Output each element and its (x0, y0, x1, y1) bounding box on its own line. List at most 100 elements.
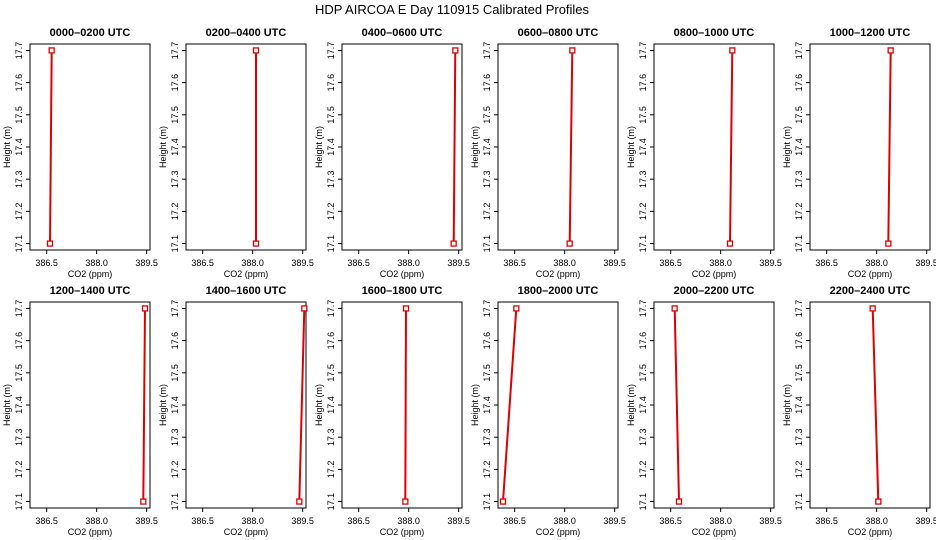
plot-frame (341, 301, 463, 509)
y-tick-label: 17.1 (170, 493, 180, 511)
y-tick-label: 17.7 (482, 300, 492, 318)
panel-title: 0000–0200 UTC (50, 27, 131, 39)
panel-9: 1600–1800 UTC 386.5 388.0 389.5 17.1 17.2 17.3… (314, 285, 470, 537)
y-axis-label: Height (m) (626, 384, 636, 426)
y-tick-label: 17.5 (14, 106, 24, 124)
x-axis-label: CO2 (ppm) (848, 269, 893, 279)
y-tick-label: 17.2 (794, 203, 804, 221)
x-tick-label: 386.5 (35, 516, 58, 526)
plot-frame (29, 43, 151, 251)
x-tick-label: 386.5 (35, 258, 58, 268)
y-tick-label: 17.3 (326, 170, 336, 188)
y-tick-label: 17.7 (794, 300, 804, 318)
y-tick-label: 17.6 (170, 332, 180, 350)
x-tick-label: 388.0 (241, 516, 264, 526)
plot-frame (809, 43, 931, 251)
y-tick-label: 17.7 (14, 300, 24, 318)
y-axis-label: Height (m) (2, 126, 12, 168)
figure-title: HDP AIRCOA E Day 110915 Calibrated Profi… (315, 2, 590, 17)
y-axis-label: Height (m) (314, 126, 324, 168)
profile-point (140, 498, 147, 505)
y-axis-label: Height (m) (158, 384, 168, 426)
profile-line (452, 50, 457, 244)
y-tick-label: 17.1 (14, 493, 24, 511)
x-tick-label: 388.0 (85, 516, 108, 526)
y-tick-label: 17.5 (170, 364, 180, 382)
y-tick-label: 17.3 (326, 428, 336, 446)
y-tick-label: 17.7 (638, 42, 648, 60)
y-tick-label: 17.1 (794, 493, 804, 511)
plot-frame (497, 43, 619, 251)
y-tick-label: 17.4 (638, 138, 648, 156)
y-tick-label: 17.3 (14, 170, 24, 188)
x-tick-label: 388.0 (865, 258, 888, 268)
y-tick-label: 17.4 (638, 396, 648, 414)
profile-point (296, 498, 303, 505)
y-tick-label: 17.3 (170, 428, 180, 446)
y-tick-label: 17.5 (14, 364, 24, 382)
y-tick-label: 17.3 (170, 170, 180, 188)
y-tick-label: 17.5 (170, 106, 180, 124)
profile-point (252, 240, 260, 247)
y-tick-label: 17.6 (14, 332, 24, 350)
profile-point (46, 240, 54, 247)
profile-point (887, 47, 894, 54)
profile-point (675, 498, 683, 505)
y-tick-label: 17.7 (326, 42, 336, 60)
y-tick-label: 17.6 (326, 74, 336, 92)
profile-point (566, 240, 573, 247)
profile-point (499, 498, 507, 505)
x-tick-label: 388.0 (397, 516, 420, 526)
y-tick-label: 17.6 (482, 74, 492, 92)
panel-title: 0400–0600 UTC (362, 27, 443, 39)
y-tick-label: 17.2 (482, 461, 492, 479)
y-tick-label: 17.2 (482, 203, 492, 221)
plot-frame (653, 301, 775, 509)
x-axis-label: CO2 (ppm) (380, 269, 425, 279)
profile-point (301, 305, 308, 312)
panel-10: 1800–2000 UTC 386.5 388.0 389.5 17.1 17.2 17.3… (470, 285, 626, 537)
x-tick-label: 388.0 (241, 258, 264, 268)
profile-point (569, 47, 576, 54)
plot-frame (185, 43, 307, 251)
panel-8: 1400–1600 UTC 386.5 388.0 389.5 17.1 17.2 17.3… (158, 285, 314, 537)
y-tick-label: 17.5 (482, 106, 492, 124)
profile-point (729, 47, 736, 54)
plot-frame (809, 301, 931, 509)
y-tick-label: 17.5 (794, 364, 804, 382)
x-tick-label: 389.5 (915, 258, 936, 268)
profile-line (298, 308, 306, 502)
y-tick-label: 17.4 (326, 138, 336, 156)
y-tick-label: 17.1 (482, 235, 492, 253)
y-tick-label: 17.3 (482, 428, 492, 446)
y-tick-label: 17.6 (14, 74, 24, 92)
panel-7: 1200–1400 UTC 386.5 388.0 389.5 17.1 17.2 17.3… (2, 285, 158, 537)
y-tick-label: 17.5 (638, 106, 648, 124)
y-tick-label: 17.6 (482, 332, 492, 350)
y-tick-label: 17.2 (794, 461, 804, 479)
y-tick-label: 17.7 (482, 42, 492, 60)
y-axis-label: Height (m) (2, 384, 12, 426)
y-tick-label: 17.6 (794, 332, 804, 350)
y-tick-label: 17.5 (794, 106, 804, 124)
x-tick-label: 388.0 (85, 258, 108, 268)
y-tick-label: 17.3 (794, 170, 804, 188)
y-axis-label: Height (m) (782, 384, 792, 426)
x-tick-label: 389.5 (759, 258, 782, 268)
x-tick-label: 388.0 (553, 516, 576, 526)
panel-11: 2000–2200 UTC 386.5 388.0 389.5 17.1 17.2 17.3… (626, 285, 782, 537)
y-tick-label: 17.7 (170, 300, 180, 318)
panel-3: 0400–0600 UTC 386.5 388.0 389.5 17.1 17.2 17.3… (314, 27, 470, 279)
x-tick-label: 389.5 (915, 516, 936, 526)
y-tick-label: 17.6 (794, 74, 804, 92)
x-axis-label: CO2 (ppm) (536, 269, 581, 279)
profile-point (885, 240, 892, 247)
y-tick-label: 17.4 (14, 138, 24, 156)
y-tick-label: 17.5 (638, 364, 648, 382)
y-tick-label: 17.5 (326, 364, 336, 382)
x-tick-label: 386.5 (659, 516, 682, 526)
profile-point (252, 47, 260, 54)
profile-point (869, 305, 876, 312)
x-axis-label: CO2 (ppm) (692, 269, 737, 279)
y-tick-label: 17.3 (794, 428, 804, 446)
